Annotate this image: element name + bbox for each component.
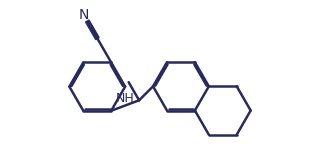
Text: N: N xyxy=(79,8,89,22)
Text: NH: NH xyxy=(116,92,134,105)
